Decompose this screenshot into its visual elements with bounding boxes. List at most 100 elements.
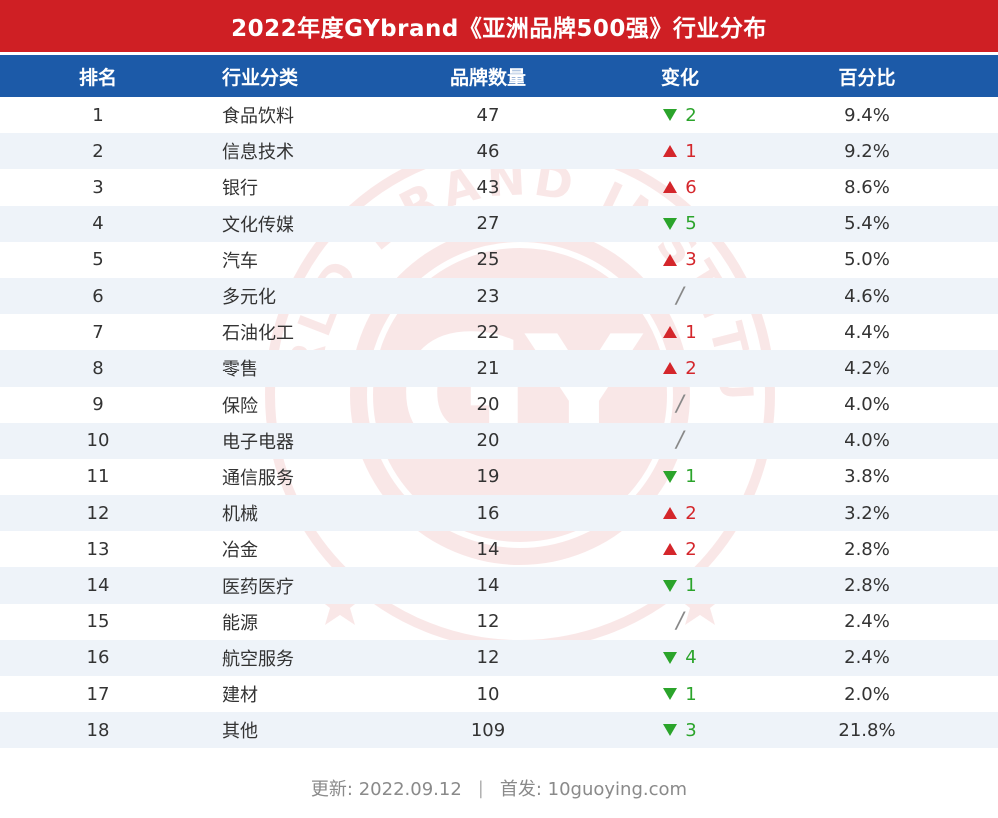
table-row: 4 文化传媒 27 5 5.4% xyxy=(0,205,998,242)
rank-cell: 13 xyxy=(86,538,110,560)
percent-cell: 4.6% xyxy=(844,285,890,307)
change-cell: 2 xyxy=(630,495,730,531)
change-value: 2 xyxy=(663,503,697,524)
table-row: 13 冶金 14 2 2.8% xyxy=(0,531,998,567)
percent-cell: 4.0% xyxy=(844,430,890,452)
change-number: 3 xyxy=(685,719,697,741)
table-body: 1 食品饮料 47 2 9.4% 2 信息技术 46 1 9.2% 3 银行 43 6 8.6% 4 文化传媒 2… xyxy=(0,97,998,749)
change-number: 6 xyxy=(685,176,697,198)
change-value: 2 xyxy=(663,105,697,126)
table-row: 5 汽车 25 3 5.0% xyxy=(0,242,998,278)
table-row: 17 建材 10 1 2.0% xyxy=(0,676,998,712)
change-number: 1 xyxy=(685,575,697,597)
percent-cell: 9.4% xyxy=(844,104,890,126)
change-value: 1 xyxy=(663,683,697,705)
change-cell: 5 xyxy=(630,206,730,242)
up-arrow-icon xyxy=(663,326,678,339)
industry-cell: 其他 xyxy=(222,721,258,743)
count-cell: 19 xyxy=(476,466,500,488)
percent-cell: 2.0% xyxy=(844,683,890,705)
change-cell: 1 xyxy=(630,133,730,169)
count-cell: 12 xyxy=(476,611,500,633)
industry-cell: 机械 xyxy=(222,504,258,526)
change-value: / xyxy=(676,609,683,634)
industry-cell: 通信服务 xyxy=(222,467,294,489)
percent-cell: 3.8% xyxy=(844,466,890,488)
table-row: 1 食品饮料 47 2 9.4% xyxy=(0,97,998,133)
count-cell: 21 xyxy=(476,357,500,379)
rank-cell: 4 xyxy=(92,213,104,235)
change-number: 1 xyxy=(685,683,697,705)
change-cell: 3 xyxy=(630,242,730,278)
industry-cell: 零售 xyxy=(222,359,258,381)
table-row: 9 保险 20 / 4.0% xyxy=(0,387,998,423)
change-value: 2 xyxy=(663,538,697,560)
change-value: 1 xyxy=(663,466,697,487)
industry-cell: 多元化 xyxy=(222,287,276,309)
change-value: 5 xyxy=(663,213,697,234)
change-cell: 1 xyxy=(630,567,730,603)
change-number: 1 xyxy=(685,321,697,343)
table-row: 3 银行 43 6 8.6% xyxy=(0,169,998,205)
industry-cell: 冶金 xyxy=(222,540,258,562)
count-cell: 25 xyxy=(476,249,500,271)
table-row: 6 多元化 23 / 4.6% xyxy=(0,277,998,315)
percent-cell: 4.0% xyxy=(844,394,890,416)
industry-cell: 文化传媒 xyxy=(222,214,294,236)
rank-cell: 15 xyxy=(86,611,110,633)
change-cell: 2 xyxy=(630,350,730,386)
change-cell: / xyxy=(630,604,730,640)
table-row: 7 石油化工 22 1 4.4% xyxy=(0,314,998,350)
count-cell: 109 xyxy=(470,719,506,741)
change-value: / xyxy=(676,284,683,309)
change-value: 3 xyxy=(663,719,697,741)
down-arrow-icon xyxy=(663,217,678,230)
up-arrow-icon xyxy=(663,145,678,158)
no-change-mark: / xyxy=(676,283,684,309)
rank-cell: 6 xyxy=(92,285,104,307)
count-cell: 22 xyxy=(476,321,500,343)
rank-cell: 5 xyxy=(92,249,104,271)
industry-cell: 汽车 xyxy=(222,250,258,272)
change-value: 1 xyxy=(663,321,697,343)
count-cell: 20 xyxy=(476,394,500,416)
industry-cell: 能源 xyxy=(222,612,258,634)
table-header: 排名 行业分类 品牌数量 变化 百分比 xyxy=(0,52,998,97)
rank-cell: 11 xyxy=(86,466,110,488)
percent-cell: 2.8% xyxy=(844,575,890,597)
change-cell: 1 xyxy=(630,314,730,350)
change-number: 4 xyxy=(685,647,697,669)
down-arrow-icon xyxy=(663,724,678,737)
industry-cell: 建材 xyxy=(222,685,258,707)
count-cell: 14 xyxy=(476,538,500,560)
table-row: 16 航空服务 12 4 2.4% xyxy=(0,639,998,676)
change-number: 2 xyxy=(685,357,697,379)
table-row: 18 其他 109 3 21.8% xyxy=(0,712,998,749)
change-number: 2 xyxy=(685,538,697,560)
percent-cell: 2.4% xyxy=(844,647,890,669)
table-row: 8 零售 21 2 4.2% xyxy=(0,350,998,387)
change-cell: 1 xyxy=(630,459,730,495)
table-row: 14 医药医疗 14 1 2.8% xyxy=(0,567,998,604)
change-cell: 6 xyxy=(630,169,730,205)
industry-cell: 保险 xyxy=(222,395,258,417)
header-industry: 行业分类 xyxy=(222,66,299,89)
no-change-mark: / xyxy=(676,428,684,454)
footer: 更新: 2022.09.12 | 首发: 10guoying.com xyxy=(0,770,998,806)
industry-cell: 信息技术 xyxy=(222,142,294,164)
up-arrow-icon xyxy=(663,181,678,194)
up-arrow-icon xyxy=(663,507,678,520)
industry-cell: 食品饮料 xyxy=(222,106,294,128)
table-row: 12 机械 16 2 3.2% xyxy=(0,495,998,532)
down-arrow-icon xyxy=(663,651,678,664)
change-cell: 4 xyxy=(630,640,730,676)
percent-cell: 2.8% xyxy=(844,538,890,560)
rank-cell: 9 xyxy=(92,394,104,416)
header-count: 品牌数量 xyxy=(449,66,526,89)
count-cell: 20 xyxy=(476,430,500,452)
change-value: 2 xyxy=(663,357,697,379)
change-cell: / xyxy=(630,423,730,459)
percent-cell: 2.4% xyxy=(844,611,890,633)
count-cell: 23 xyxy=(476,285,500,307)
count-cell: 12 xyxy=(476,647,500,669)
